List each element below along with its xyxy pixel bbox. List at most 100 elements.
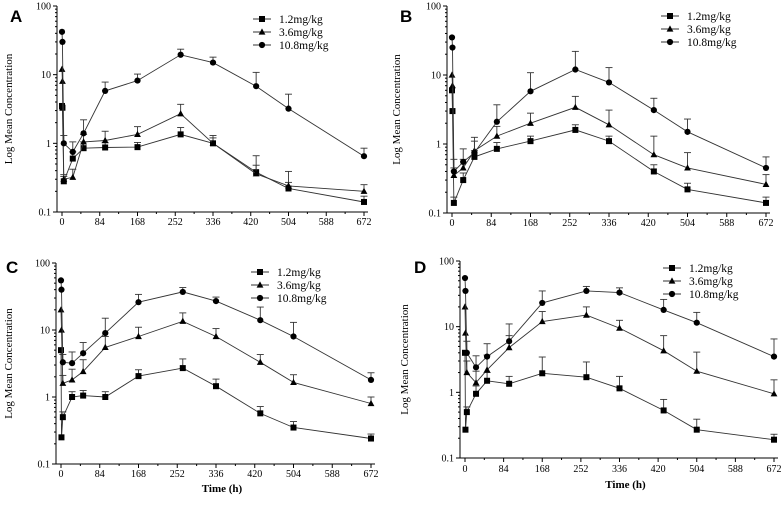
data-point bbox=[461, 303, 469, 310]
data-point bbox=[367, 376, 375, 383]
data-point bbox=[135, 332, 142, 340]
series-line bbox=[60, 309, 372, 404]
y-tick-label: 100 bbox=[439, 257, 454, 268]
data-point bbox=[102, 394, 109, 400]
x-tick-label: 0 bbox=[450, 218, 455, 229]
data-point bbox=[58, 65, 66, 72]
data-point bbox=[134, 77, 141, 84]
data-point bbox=[257, 317, 264, 324]
x-tick-label: 336 bbox=[206, 217, 221, 228]
series-circle bbox=[461, 274, 778, 371]
data-point bbox=[134, 144, 141, 151]
data-point bbox=[505, 343, 513, 351]
data-point bbox=[177, 131, 184, 138]
x-axis-title: Time (h) bbox=[605, 479, 646, 491]
data-point bbox=[693, 426, 700, 433]
data-point bbox=[463, 409, 470, 416]
data-point bbox=[213, 383, 219, 390]
data-point bbox=[256, 358, 264, 365]
data-point bbox=[59, 38, 66, 46]
legend-label: 3.6mg/kg bbox=[279, 27, 323, 39]
data-point bbox=[58, 347, 64, 354]
data-point bbox=[58, 28, 66, 35]
panel-letter: C bbox=[6, 258, 18, 277]
data-point bbox=[582, 311, 590, 318]
legend-marker bbox=[667, 13, 673, 19]
data-point bbox=[361, 198, 367, 205]
data-point bbox=[684, 164, 691, 171]
chart-panel-d: D 0.1 1 10 100 0 84 168 252 336 420 504 588 672 Log Me… bbox=[399, 257, 782, 492]
data-point bbox=[762, 180, 770, 187]
data-point bbox=[616, 385, 623, 392]
data-point bbox=[449, 87, 455, 94]
y-tick-label: 100 bbox=[426, 2, 441, 13]
y-tick-label: 0.1 bbox=[442, 454, 455, 465]
x-tick-label: 84 bbox=[95, 469, 105, 480]
legend-label: 1.2mg/kg bbox=[277, 267, 321, 279]
legend-marker bbox=[258, 28, 266, 35]
data-point bbox=[771, 436, 777, 443]
y-axis-title: Log Mean Concentration bbox=[3, 308, 15, 419]
x-tick-label: 504 bbox=[281, 217, 296, 228]
data-point bbox=[471, 153, 478, 160]
data-point bbox=[367, 399, 375, 407]
data-point bbox=[471, 149, 478, 156]
data-point bbox=[102, 87, 109, 95]
data-point bbox=[770, 390, 778, 397]
data-point bbox=[60, 140, 67, 147]
data-point bbox=[660, 306, 667, 314]
x-tick-label: 672 bbox=[364, 469, 379, 480]
data-point bbox=[462, 287, 469, 295]
x-tick-label: 0 bbox=[59, 469, 64, 480]
x-tick-label: 0 bbox=[60, 217, 65, 228]
data-point bbox=[368, 435, 374, 442]
data-point bbox=[101, 136, 109, 144]
data-point bbox=[583, 287, 590, 295]
x-tick-label: 336 bbox=[209, 469, 224, 480]
data-point bbox=[650, 168, 657, 175]
series-line bbox=[464, 306, 775, 395]
series-line bbox=[60, 280, 372, 381]
legend-marker bbox=[668, 290, 676, 298]
data-point bbox=[59, 379, 67, 386]
data-point bbox=[462, 426, 469, 433]
series-triangle bbox=[58, 65, 368, 194]
y-tick-label: 100 bbox=[35, 259, 50, 270]
data-point bbox=[762, 164, 770, 172]
series-line bbox=[464, 277, 775, 369]
y-tick-label: 10 bbox=[444, 322, 454, 333]
x-tick-label: 84 bbox=[499, 464, 509, 475]
x-tick-label: 168 bbox=[130, 217, 145, 228]
x-tick-label: 420 bbox=[651, 464, 666, 475]
data-point bbox=[68, 376, 76, 383]
x-tick-label: 420 bbox=[247, 469, 262, 480]
legend-label: 3.6mg/kg bbox=[687, 24, 731, 36]
data-point bbox=[285, 182, 292, 189]
data-point bbox=[684, 128, 691, 135]
data-point bbox=[605, 79, 613, 86]
data-point bbox=[257, 410, 264, 417]
legend-marker bbox=[259, 16, 265, 22]
data-point bbox=[583, 374, 590, 381]
x-tick-label: 336 bbox=[612, 464, 627, 475]
y-tick-label: 10 bbox=[431, 71, 441, 82]
data-point bbox=[212, 332, 220, 340]
x-tick-label: 336 bbox=[602, 218, 617, 229]
legend-marker bbox=[666, 38, 674, 46]
legend-label: 10.8mg/kg bbox=[687, 37, 737, 49]
y-axis-title: Log Mean Concentration bbox=[3, 53, 15, 164]
data-point bbox=[253, 83, 260, 90]
series-square bbox=[59, 102, 368, 205]
data-point bbox=[209, 59, 217, 66]
data-point bbox=[493, 145, 500, 152]
data-point bbox=[572, 66, 579, 73]
x-tick-label: 252 bbox=[168, 217, 183, 228]
y-tick-label: 0.1 bbox=[429, 209, 442, 220]
data-point bbox=[177, 110, 185, 117]
y-tick-label: 1 bbox=[46, 139, 51, 150]
data-point bbox=[69, 148, 76, 156]
data-point bbox=[449, 44, 456, 51]
data-point bbox=[58, 326, 65, 333]
data-point bbox=[135, 373, 142, 380]
